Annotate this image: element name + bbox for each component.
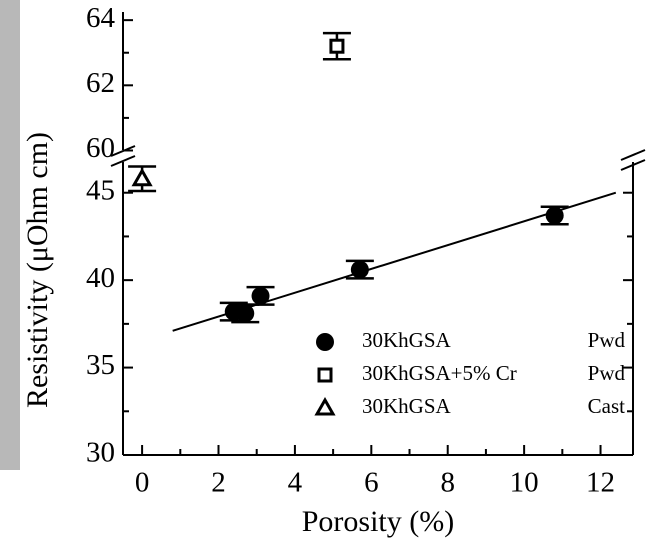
x-tick-label: 0 bbox=[135, 467, 150, 499]
point bbox=[350, 260, 369, 279]
y-tick-label: 30 bbox=[86, 437, 115, 469]
axis-break bbox=[620, 149, 646, 161]
point bbox=[131, 167, 153, 187]
y-tick-label: 35 bbox=[86, 349, 115, 381]
point bbox=[251, 286, 270, 305]
legend-label: 30KhGSA bbox=[362, 394, 452, 418]
point bbox=[545, 206, 564, 225]
legend-form: Cast bbox=[588, 394, 626, 418]
y-tick-label: 45 bbox=[86, 174, 115, 206]
x-tick-label: 2 bbox=[211, 467, 226, 499]
x-tick-label: 6 bbox=[364, 467, 379, 499]
x-tick-label: 12 bbox=[586, 467, 615, 499]
y-tick-label: 60 bbox=[86, 132, 115, 164]
y-axis-label: Resistivity (μOhm cm) bbox=[21, 132, 54, 408]
point bbox=[236, 304, 255, 323]
legend-label: 30KhGSA+5% Cr bbox=[362, 361, 517, 385]
legend-form: Pwd bbox=[588, 361, 626, 385]
y-tick-label: 64 bbox=[86, 2, 116, 34]
background-texture bbox=[0, 0, 20, 470]
axis-break bbox=[620, 159, 646, 171]
legend-marker bbox=[317, 367, 333, 383]
x-tick-label: 4 bbox=[288, 467, 303, 499]
point bbox=[329, 38, 345, 54]
x-tick-label: 10 bbox=[510, 467, 539, 499]
y-tick-label: 62 bbox=[86, 67, 115, 99]
legend-marker bbox=[314, 396, 336, 416]
legend-marker bbox=[316, 333, 334, 351]
x-axis-label: Porosity (%) bbox=[302, 505, 455, 538]
axes-frame bbox=[110, 12, 646, 456]
legend-label: 30KhGSA bbox=[362, 328, 452, 352]
axis-break bbox=[110, 155, 136, 167]
legend-form: Pwd bbox=[588, 328, 626, 352]
y-tick-label: 40 bbox=[86, 262, 115, 294]
x-tick-label: 8 bbox=[440, 467, 455, 499]
